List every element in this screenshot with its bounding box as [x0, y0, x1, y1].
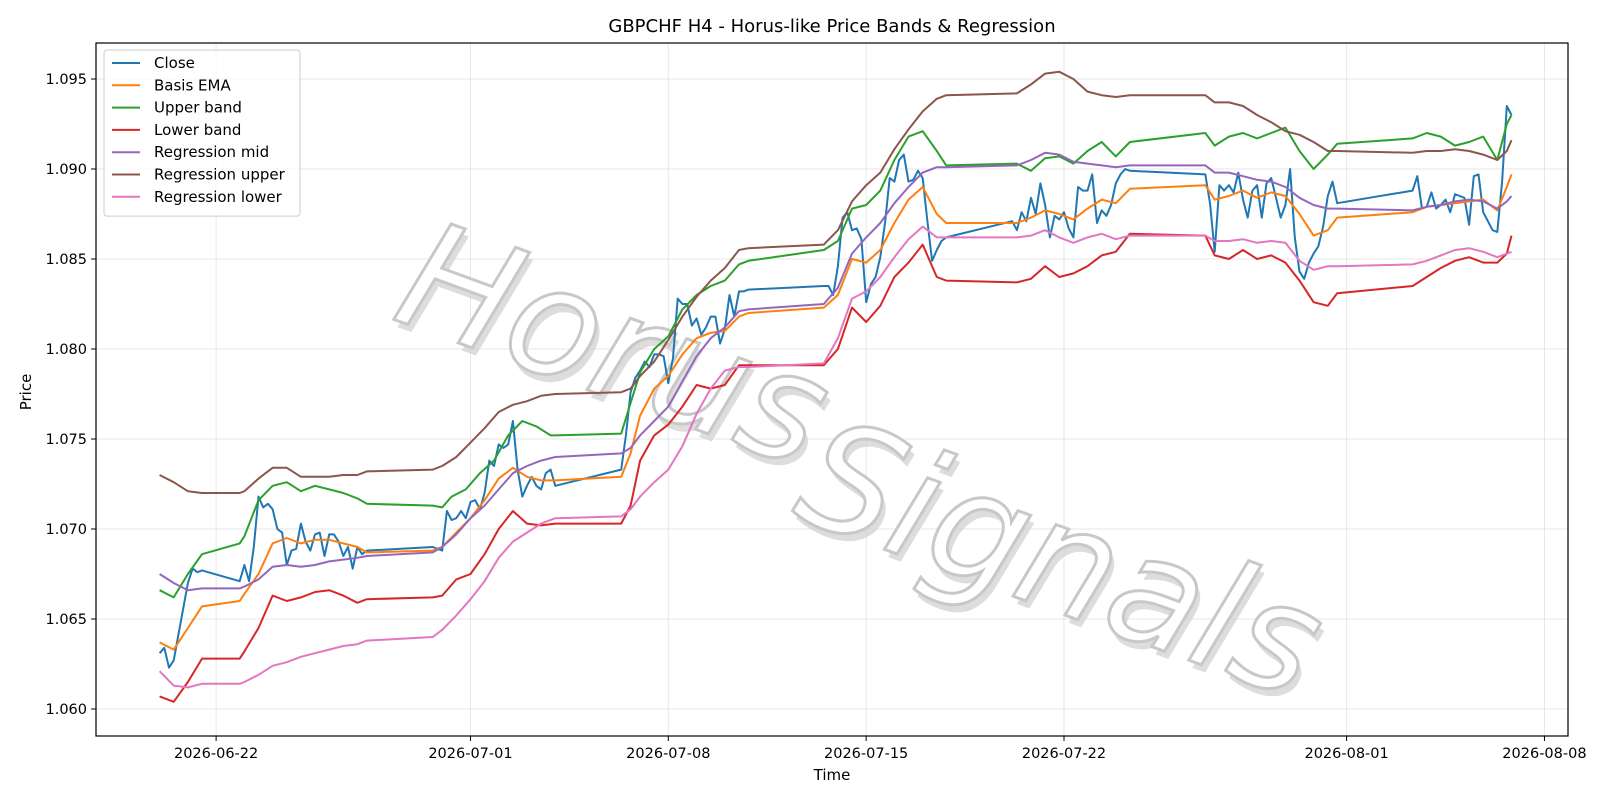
series-line-2	[159, 114, 1513, 599]
x-tick-label: 2026-06-22	[174, 746, 258, 762]
y-tick-label: 1.085	[45, 252, 87, 268]
legend-box	[103, 49, 301, 217]
y-tick-label: 1.065	[45, 612, 87, 628]
x-tick-label: 2026-07-08	[626, 746, 710, 762]
legend-label: Basis EMA	[154, 76, 231, 94]
x-axis: 2026-06-22 2026-07-01 2026-07-08 2026-07-15…	[174, 736, 1587, 762]
legend-label: Lower band	[154, 121, 241, 139]
series-line-5	[159, 70, 1513, 494]
series-line-4	[159, 151, 1513, 592]
x-tick-label: 2026-08-01	[1304, 746, 1388, 762]
legend-label: Regression mid	[154, 143, 269, 161]
y-tick-label: 1.060	[45, 702, 87, 718]
series-lines	[158, 70, 1513, 703]
x-tick-label: 2026-07-01	[428, 746, 512, 762]
plot-frame	[95, 42, 1569, 737]
legend-label: Close	[154, 54, 195, 72]
y-axis-label: Price	[17, 374, 35, 411]
grid	[96, 43, 1568, 736]
legend-label: Upper band	[154, 99, 242, 117]
series-line-0	[158, 105, 1513, 669]
y-tick-label: 1.090	[45, 162, 87, 178]
legend-label: Regression lower	[154, 188, 283, 206]
y-axis: 1.060 1.065 1.070 1.075 1.080 1.085 1.090 1.095	[45, 72, 96, 718]
y-tick-label: 1.080	[45, 342, 87, 358]
x-tick-label: 2026-08-08	[1502, 746, 1586, 762]
x-tick-label: 2026-07-22	[1022, 746, 1106, 762]
series-line-1	[159, 174, 1513, 651]
y-tick-label: 1.095	[45, 72, 87, 88]
x-axis-label: Time	[813, 766, 851, 784]
chart-title: GBPCHF H4 - Horus-like Price Bands & Reg…	[608, 16, 1055, 37]
series-line-6	[158, 225, 1512, 689]
y-tick-label: 1.070	[45, 522, 87, 538]
y-tick-label: 1.075	[45, 432, 87, 448]
x-tick-label: 2026-07-15	[824, 746, 908, 762]
series-line-3	[159, 232, 1513, 703]
legend: Close Basis EMA Upper band Lower band Regres…	[103, 49, 301, 217]
legend-label: Regression upper	[154, 166, 286, 184]
